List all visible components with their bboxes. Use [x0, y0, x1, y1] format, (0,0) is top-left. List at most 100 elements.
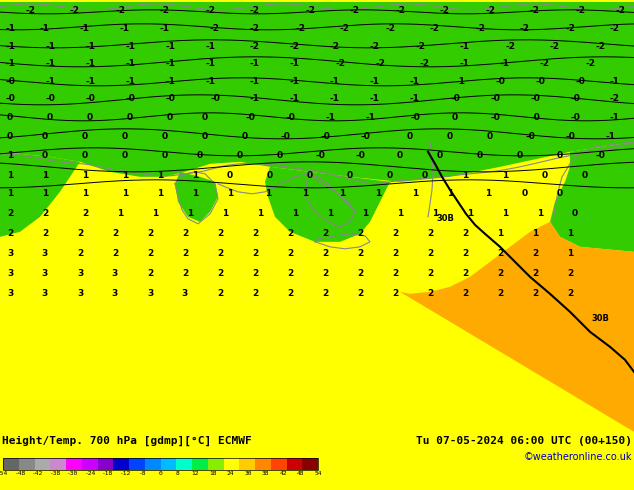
- Text: -1: -1: [80, 24, 90, 33]
- Text: -1: -1: [165, 59, 175, 68]
- Text: 0: 0: [557, 151, 563, 160]
- Text: 2: 2: [357, 229, 363, 238]
- Text: -1: -1: [5, 24, 15, 33]
- Text: 0: 0: [447, 132, 453, 141]
- Text: 0: 0: [167, 113, 173, 122]
- Text: 1: 1: [462, 172, 468, 180]
- Text: -1: -1: [500, 59, 510, 68]
- Text: -2: -2: [385, 24, 395, 33]
- Bar: [160, 458, 176, 470]
- Text: -1: -1: [5, 59, 15, 68]
- Text: -2: -2: [290, 42, 300, 51]
- Text: 3: 3: [42, 270, 48, 278]
- Text: -1: -1: [160, 24, 170, 33]
- Text: 1: 1: [327, 209, 333, 219]
- Text: -0: -0: [165, 95, 175, 103]
- Text: 1: 1: [187, 209, 193, 219]
- Text: -1: -1: [460, 59, 470, 68]
- Text: -2: -2: [475, 24, 485, 33]
- Text: -2: -2: [575, 6, 585, 15]
- Text: 1: 1: [567, 249, 573, 258]
- Text: -30: -30: [67, 471, 79, 476]
- Text: -2: -2: [530, 6, 540, 15]
- Text: -1: -1: [410, 95, 420, 103]
- Text: 12: 12: [191, 471, 199, 476]
- Text: 2: 2: [322, 229, 328, 238]
- Text: 2: 2: [147, 229, 153, 238]
- Text: Tu 07-05-2024 06:00 UTC (00+150): Tu 07-05-2024 06:00 UTC (00+150): [416, 436, 632, 446]
- Bar: [176, 458, 192, 470]
- Text: -2: -2: [305, 6, 315, 15]
- Text: -2: -2: [440, 6, 450, 15]
- Text: 2: 2: [322, 289, 328, 298]
- Text: -0: -0: [575, 77, 585, 86]
- Text: -0: -0: [125, 95, 135, 103]
- Text: -0: -0: [595, 151, 605, 160]
- Text: -1: -1: [120, 24, 130, 33]
- Text: -2: -2: [615, 6, 625, 15]
- Text: 2: 2: [462, 270, 468, 278]
- Text: 2: 2: [357, 270, 363, 278]
- Text: 0: 0: [267, 172, 273, 180]
- Text: 1: 1: [157, 172, 163, 180]
- Text: -0: -0: [285, 113, 295, 122]
- Text: 0: 0: [347, 172, 353, 180]
- Text: 0: 0: [162, 151, 168, 160]
- Text: 0: 0: [202, 132, 208, 141]
- Text: 2: 2: [287, 249, 293, 258]
- Bar: [302, 458, 318, 470]
- Text: 2: 2: [322, 249, 328, 258]
- Text: -42: -42: [32, 471, 44, 476]
- Text: 0: 0: [307, 172, 313, 180]
- Text: -1: -1: [125, 42, 135, 51]
- Text: -1: -1: [610, 77, 620, 86]
- Text: 1: 1: [82, 189, 88, 198]
- Text: -54: -54: [0, 471, 9, 476]
- Text: 3: 3: [42, 249, 48, 258]
- Text: -1: -1: [125, 77, 135, 86]
- Text: 2: 2: [532, 289, 538, 298]
- Text: 30B: 30B: [436, 214, 454, 223]
- Text: -2: -2: [250, 6, 260, 15]
- Text: -0: -0: [570, 113, 580, 122]
- Text: -1: -1: [205, 59, 215, 68]
- Bar: [50, 458, 66, 470]
- Text: 3: 3: [7, 289, 13, 298]
- Text: -2: -2: [340, 24, 350, 33]
- Text: 1: 1: [485, 189, 491, 198]
- Text: 1: 1: [567, 229, 573, 238]
- Text: -2: -2: [70, 6, 80, 15]
- Text: 2: 2: [427, 270, 433, 278]
- Text: -1: -1: [370, 77, 380, 86]
- Text: 0: 0: [158, 471, 162, 476]
- Text: 0: 0: [42, 151, 48, 160]
- Text: 2: 2: [462, 249, 468, 258]
- Text: 2: 2: [322, 270, 328, 278]
- Text: 2: 2: [217, 229, 223, 238]
- Text: 2: 2: [217, 270, 223, 278]
- Text: 2: 2: [287, 289, 293, 298]
- Text: 30: 30: [244, 471, 252, 476]
- Text: -2: -2: [160, 6, 170, 15]
- Text: 1: 1: [122, 172, 128, 180]
- Text: 0: 0: [407, 132, 413, 141]
- Text: 3: 3: [182, 289, 188, 298]
- Bar: [34, 458, 50, 470]
- Text: 0: 0: [477, 151, 483, 160]
- Text: -0: -0: [525, 132, 535, 141]
- Text: -2: -2: [585, 59, 595, 68]
- Text: -1: -1: [40, 24, 50, 33]
- Text: 1: 1: [497, 229, 503, 238]
- Text: 2: 2: [287, 229, 293, 238]
- Text: 1: 1: [222, 209, 228, 219]
- Text: 0: 0: [87, 113, 93, 122]
- Text: 1: 1: [339, 189, 345, 198]
- Text: -2: -2: [420, 59, 430, 68]
- Text: -2: -2: [520, 24, 530, 33]
- Text: -2: -2: [415, 42, 425, 51]
- Text: 54: 54: [314, 471, 321, 476]
- Text: 1: 1: [537, 209, 543, 219]
- Bar: [208, 458, 224, 470]
- Text: -1: -1: [290, 77, 300, 86]
- Text: -24: -24: [85, 471, 96, 476]
